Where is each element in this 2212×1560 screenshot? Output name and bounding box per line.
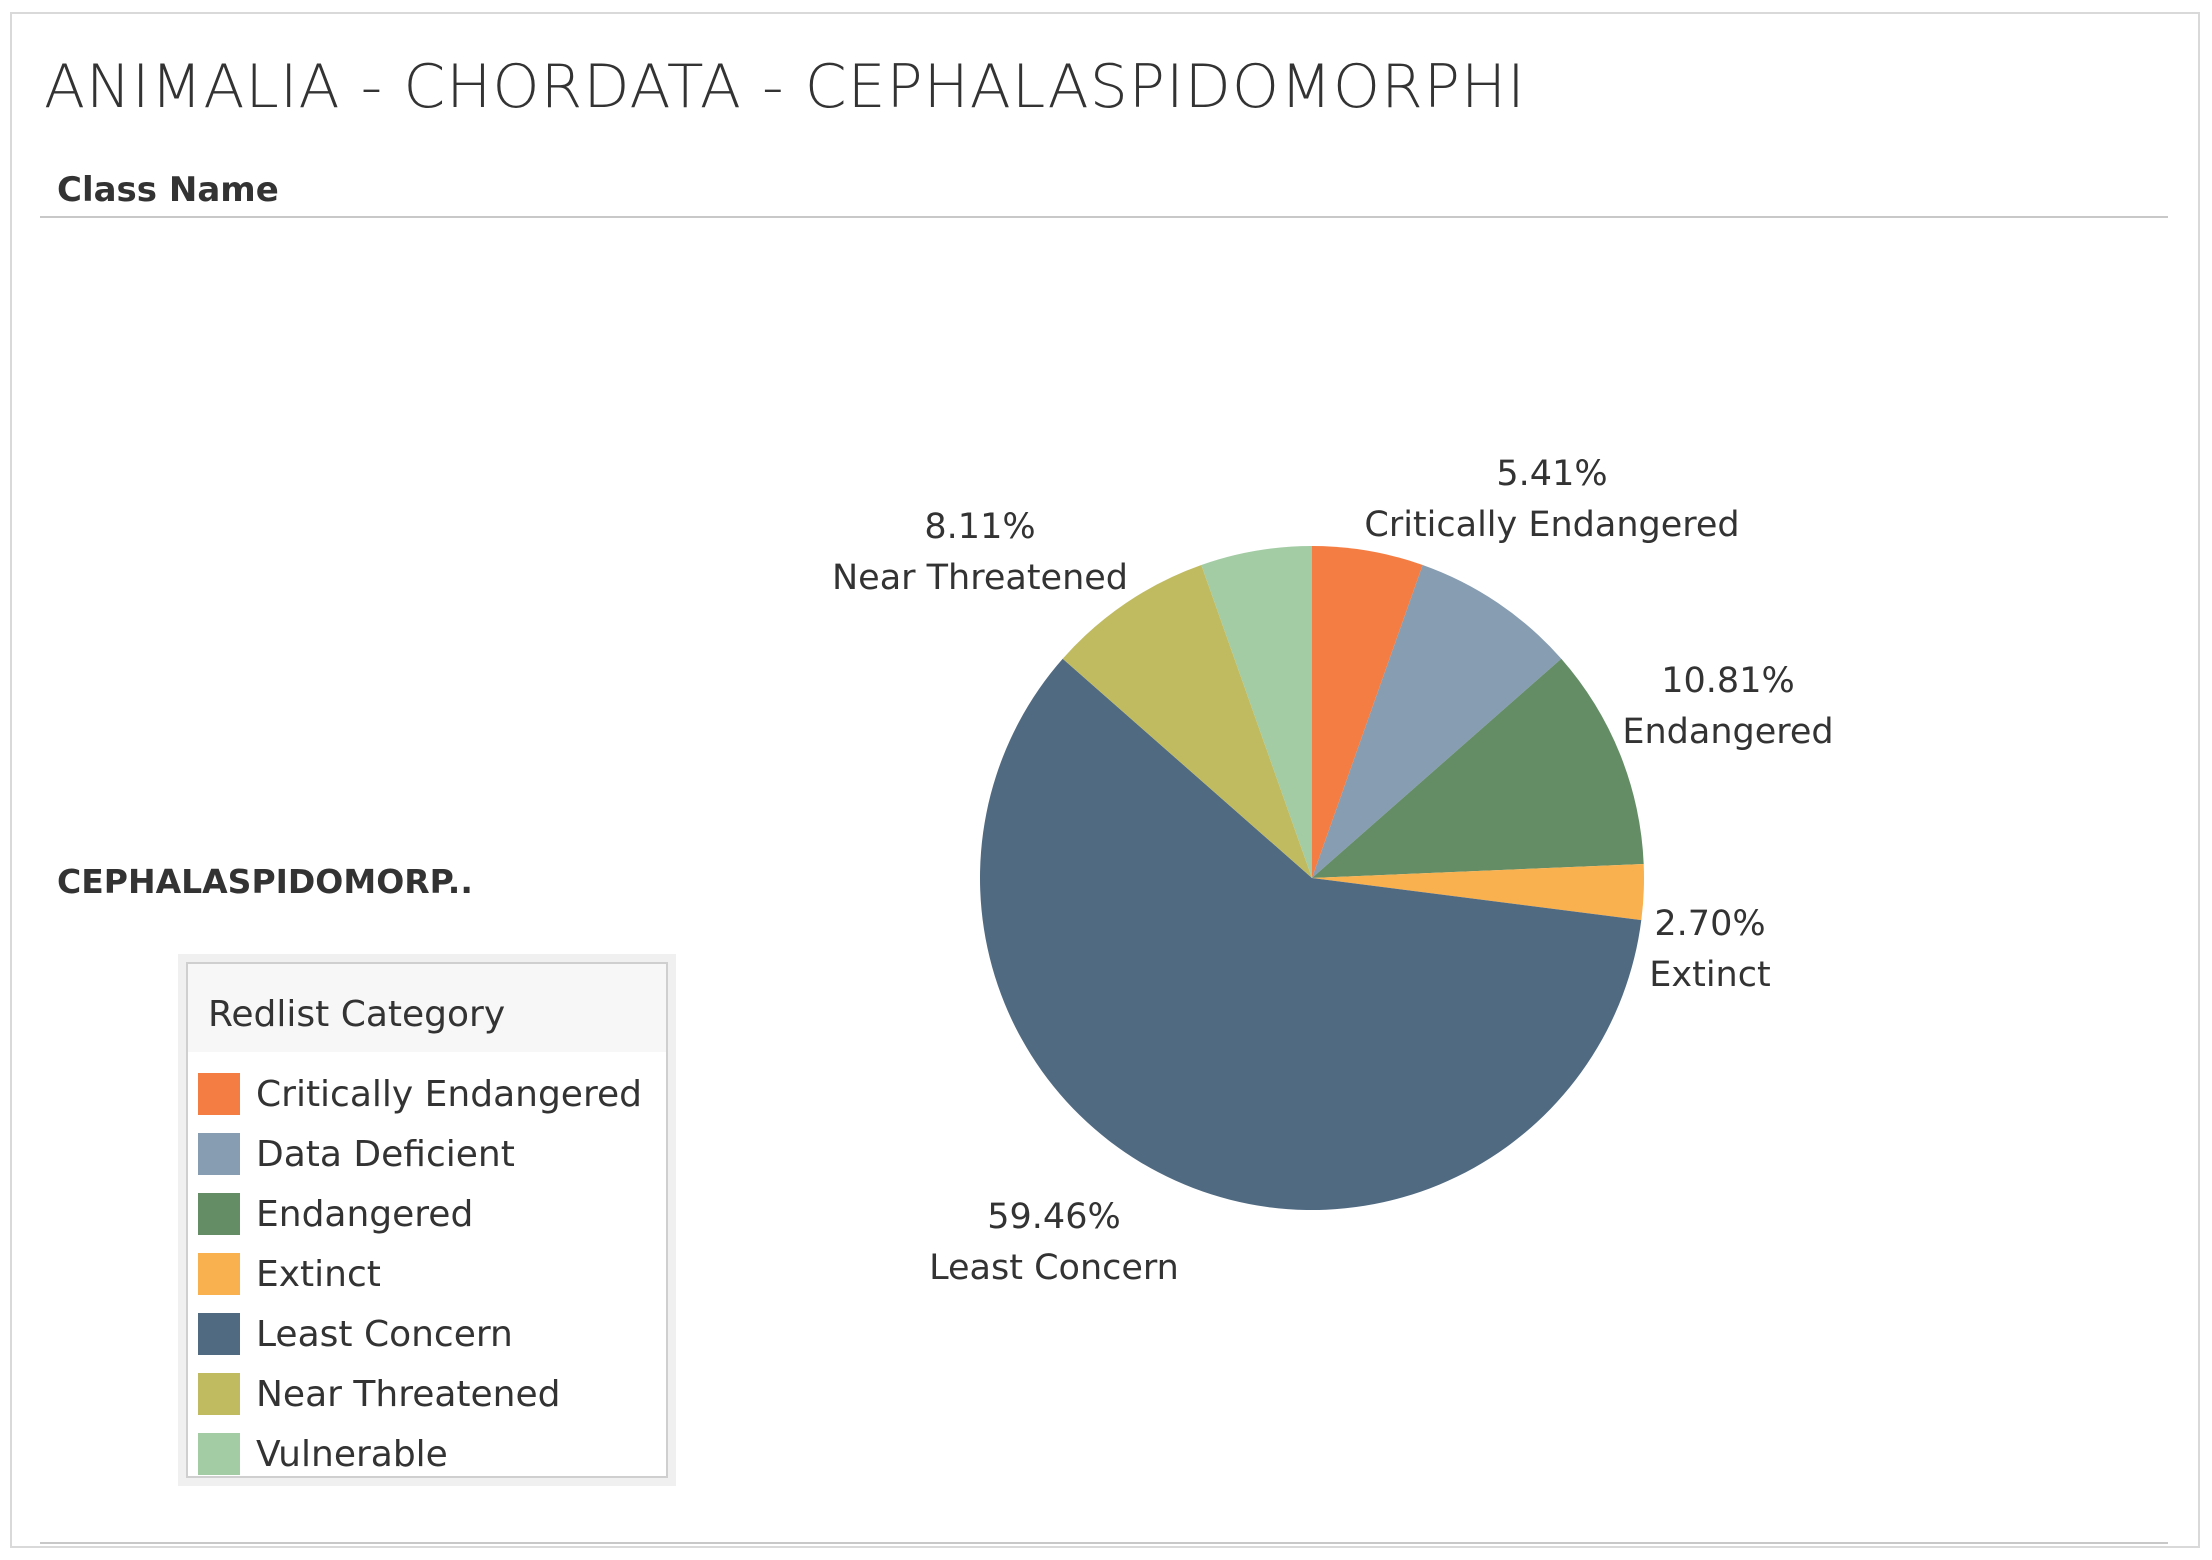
legend-item-label: Critically Endangered [256,1073,642,1115]
legend-item[interactable]: Least Concern [198,1304,642,1364]
pie-slice-critically-endangered[interactable] [1312,546,1423,878]
legend-item[interactable]: Extinct [198,1244,642,1304]
legend-swatch [198,1073,240,1115]
legend-item[interactable]: Vulnerable [198,1424,642,1484]
pie-slice-endangered[interactable] [1312,658,1644,878]
legend-swatch [198,1433,240,1475]
pie-slice-vulnerable[interactable] [1201,546,1312,878]
legend-items: Critically Endangered Data Deficient Endan… [198,1064,642,1484]
legend-swatch [198,1373,240,1415]
legend-item-label: Least Concern [256,1313,513,1355]
page-title: ANIMALIA - CHORDATA - CEPHALASPIDOMORPHI [44,52,1526,122]
slice-label-category: Critically Endangered [1364,505,1739,545]
header-divider [40,216,2168,218]
slice-label-percent: 8.11% [924,507,1035,547]
legend-title: Redlist Category [188,964,666,1052]
legend-item[interactable]: Near Threatened [198,1364,642,1424]
legend-item-label: Endangered [256,1193,474,1235]
legend-swatch [198,1133,240,1175]
legend-swatch [198,1253,240,1295]
bottom-divider [40,1542,2168,1544]
legend-swatch [198,1313,240,1355]
legend-item[interactable]: Endangered [198,1184,642,1244]
pie-slice-extinct[interactable] [1312,863,1644,921]
legend-item-label: Extinct [256,1253,381,1295]
row-header-class[interactable]: CEPHALASPIDOMORP.. [57,862,473,901]
slice-label-percent: 2.70% [1654,904,1765,944]
legend-item[interactable]: Critically Endangered [198,1064,642,1124]
legend-item-label: Near Threatened [256,1373,561,1415]
legend-item-label: Vulnerable [256,1433,448,1475]
slice-label-category: Extinct [1649,955,1770,995]
pie-slice-least-concern[interactable] [979,658,1642,1210]
slice-label-category: Least Concern [929,1248,1179,1288]
slice-label-percent: 5.41% [1496,454,1607,494]
column-header-class-name[interactable]: Class Name [57,170,279,210]
slice-label-percent: 59.46% [987,1197,1120,1237]
legend-panel: Redlist Category Critically Endangered Da… [186,962,668,1478]
pie-slice-near-threatened[interactable] [1062,564,1312,878]
slice-label-category: Near Threatened [832,558,1128,598]
legend-swatch [198,1193,240,1235]
slice-label-category: Endangered [1622,712,1833,752]
legend-item[interactable]: Data Deficient [198,1124,642,1184]
legend-item-label: Data Deficient [256,1133,515,1175]
pie-slice-data-deficient[interactable] [1312,564,1562,878]
slice-label-percent: 10.81% [1661,661,1794,701]
legend: Redlist Category Critically Endangered Da… [178,954,676,1486]
